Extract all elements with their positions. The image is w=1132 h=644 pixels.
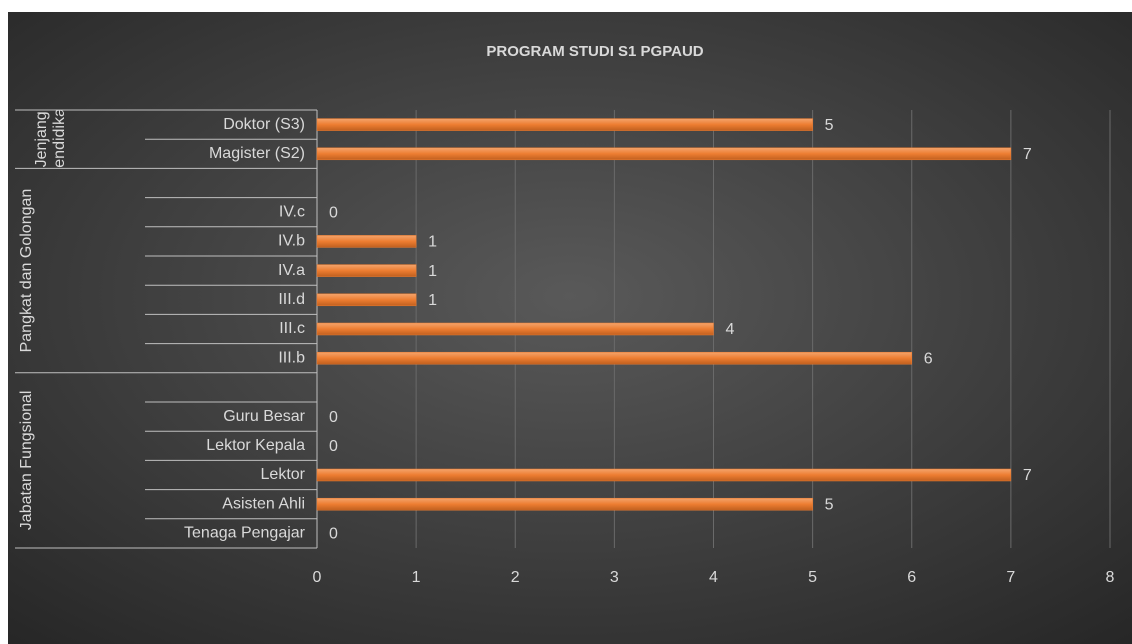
bar xyxy=(316,293,417,307)
bar xyxy=(316,264,417,277)
data-label: 4 xyxy=(726,321,735,338)
x-tick-label: 4 xyxy=(709,569,718,586)
y-tick-label: Guru Besar xyxy=(223,408,305,425)
y-tick-label: Tenaga Pengajar xyxy=(184,525,306,542)
y-tick-label: Magister (S2) xyxy=(209,145,305,162)
x-tick-label: 6 xyxy=(907,569,916,586)
y-tick-label: Asisten Ahli xyxy=(222,495,305,512)
y-tick-label: III.c xyxy=(279,320,305,337)
x-tick-label: 0 xyxy=(313,569,322,586)
bar xyxy=(316,118,813,131)
group-label: Pangkat dan Golongan xyxy=(18,188,35,353)
x-tick-label: 7 xyxy=(1006,569,1015,586)
bar xyxy=(316,322,714,336)
bar xyxy=(316,468,1012,482)
data-label: 7 xyxy=(1023,146,1032,163)
bar xyxy=(316,351,912,365)
group-label: Jabatan Fungsional xyxy=(18,390,35,531)
bar xyxy=(316,235,417,248)
x-tick-label: 5 xyxy=(808,569,817,586)
y-tick-label: IV.b xyxy=(278,233,305,250)
y-tick-label: III.d xyxy=(278,291,305,308)
y-tick-label: IV.c xyxy=(279,203,305,220)
data-label: 7 xyxy=(1023,467,1032,484)
bar xyxy=(316,497,813,511)
data-label: 5 xyxy=(825,117,834,134)
data-label: 0 xyxy=(329,438,338,455)
data-label: 0 xyxy=(329,409,338,426)
x-tick-label: 2 xyxy=(511,569,520,586)
y-tick-label: IV.a xyxy=(278,262,305,279)
y-tick-label: Lektor xyxy=(261,466,306,483)
chart-title: PROGRAM STUDI S1 PGPAUD xyxy=(486,43,703,60)
data-label: 1 xyxy=(428,292,437,309)
x-tick-label: 3 xyxy=(610,569,619,586)
data-label: 0 xyxy=(329,204,338,221)
x-tick-label: 1 xyxy=(412,569,421,586)
data-label: 1 xyxy=(428,234,437,251)
y-tick-label: Doktor (S3) xyxy=(223,116,305,133)
y-tick-label: III.b xyxy=(278,349,305,366)
data-label: 5 xyxy=(825,496,834,513)
data-label: 1 xyxy=(428,263,437,280)
y-tick-label: Lektor Kepala xyxy=(206,437,305,454)
group-label: Jenjang Pendidikan xyxy=(33,110,68,169)
x-tick-label: 8 xyxy=(1106,569,1115,586)
data-label: 6 xyxy=(924,350,933,367)
data-label: 0 xyxy=(329,526,338,543)
bar xyxy=(316,147,1012,161)
